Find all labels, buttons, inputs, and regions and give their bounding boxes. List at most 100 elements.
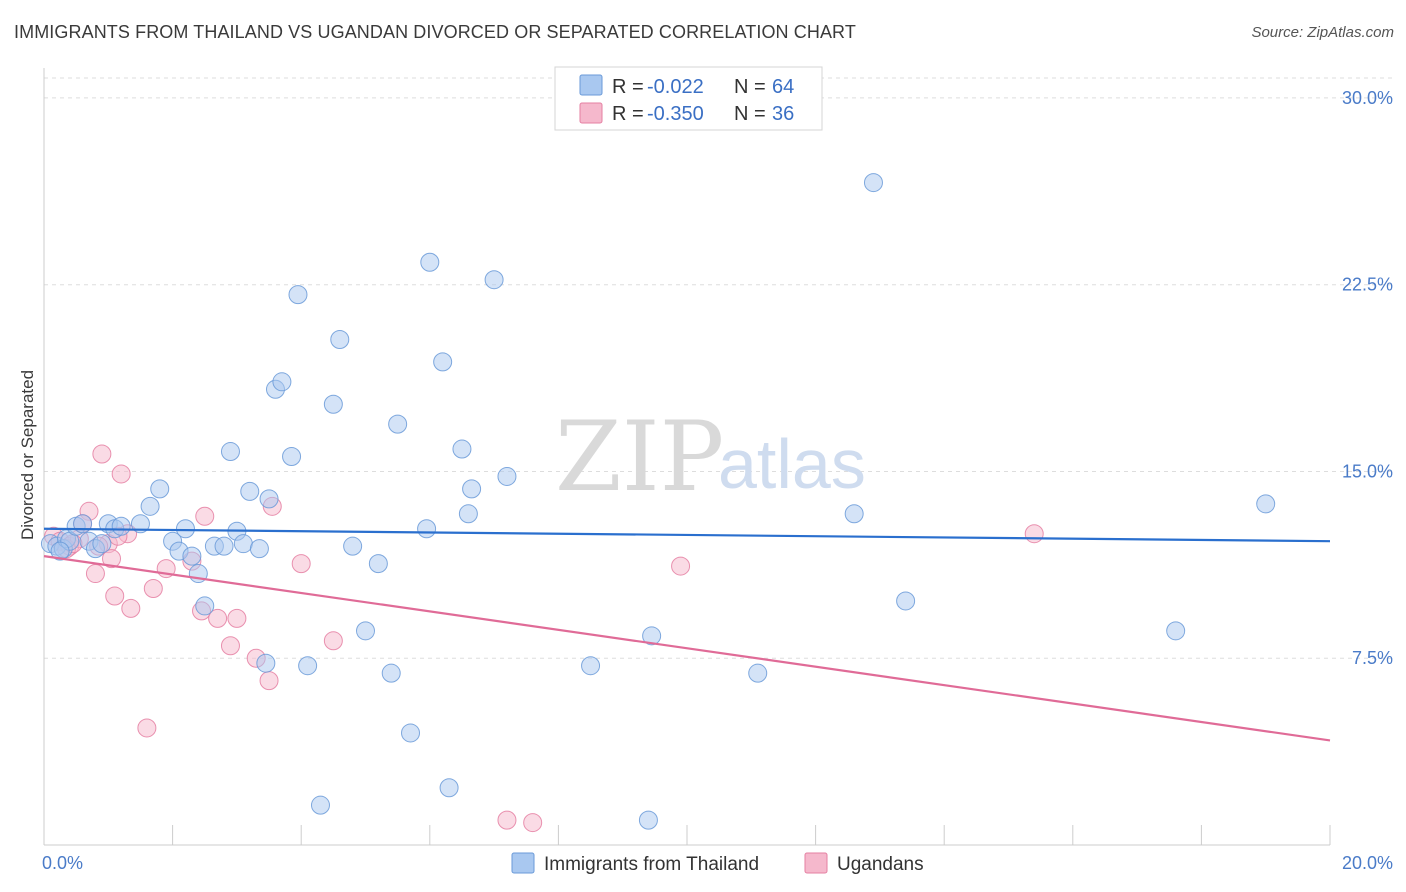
thailand-point xyxy=(150,479,170,499)
thailand-point xyxy=(272,372,292,392)
y-tick-label: 30.0% xyxy=(1342,88,1393,108)
thailand-point xyxy=(844,504,864,524)
legend-n-value-thailand: 64 xyxy=(772,76,794,98)
y-tick-label: 15.0% xyxy=(1342,461,1393,481)
bottom-legend-swatch-ugandans xyxy=(804,852,828,874)
y-tick-label: 7.5% xyxy=(1352,648,1393,668)
correlation-legend: R = -0.022 N = 64 R = -0.350 N = 36 xyxy=(554,66,823,131)
thailand-point xyxy=(388,414,408,434)
thailand-point xyxy=(368,554,388,574)
legend-r-value-ugandans: -0.350 xyxy=(647,103,704,125)
y-tick-labels: 7.5% 15.0% 22.5% 30.0% xyxy=(1342,88,1393,668)
ugandans-point xyxy=(195,506,215,526)
thailand-point xyxy=(298,656,318,676)
grid-lines xyxy=(44,77,1393,659)
thailand-point xyxy=(214,536,234,556)
legend-swatch-ugandans xyxy=(579,102,603,124)
series-legend: Immigrants from Thailand Ugandans xyxy=(511,852,924,875)
x-tick-labels: 0.0% 20.0% xyxy=(42,853,1393,873)
ugandans-trend-line xyxy=(43,555,1331,742)
thailand-point xyxy=(343,536,363,556)
thailand-point xyxy=(130,514,150,534)
legend-n-label-ugandans: N = xyxy=(734,103,766,125)
thailand-point xyxy=(50,541,70,561)
thailand-point xyxy=(417,519,437,539)
thailand-point xyxy=(323,394,343,414)
thailand-point xyxy=(259,489,279,509)
source-label: Source: ZipAtlas.com xyxy=(1251,24,1394,41)
ugandans-point xyxy=(671,556,691,576)
thailand-point xyxy=(439,778,459,798)
thailand-point xyxy=(581,656,601,676)
ugandans-point xyxy=(121,598,141,618)
thailand-point xyxy=(220,442,240,462)
thailand-point xyxy=(401,723,421,743)
trend-lines xyxy=(43,527,1331,742)
thailand-point xyxy=(182,546,202,566)
thailand-point xyxy=(452,439,472,459)
thailand-point xyxy=(240,481,260,501)
thailand-point xyxy=(282,447,302,467)
thailand-point xyxy=(249,539,269,559)
bottom-legend-label-ugandans: Ugandans xyxy=(837,854,924,875)
watermark: ZIP atlas xyxy=(555,401,866,513)
thailand-point xyxy=(195,596,215,616)
bottom-legend-swatch-thailand xyxy=(511,852,535,874)
legend-n-value-ugandans: 36 xyxy=(772,103,794,125)
thailand-point xyxy=(863,173,883,193)
thailand-point xyxy=(330,329,350,349)
thailand-point xyxy=(1256,494,1276,514)
thailand-point xyxy=(484,270,504,290)
thailand-point xyxy=(356,621,375,641)
thailand-point xyxy=(256,653,276,673)
ugandans-point xyxy=(323,631,343,651)
thailand-point xyxy=(458,504,478,524)
thailand-point xyxy=(92,534,112,554)
ugandans-point xyxy=(497,810,517,830)
thailand-point xyxy=(111,516,131,536)
thailand-point xyxy=(140,496,160,516)
thailand-point xyxy=(175,519,195,539)
ugandans-point xyxy=(523,813,543,833)
thailand-point xyxy=(748,663,768,683)
ugandans-points xyxy=(44,444,1044,833)
bottom-legend-label-thailand: Immigrants from Thailand xyxy=(544,854,759,875)
y-axis-label: Divorced or Separated xyxy=(18,370,37,540)
ugandans-point xyxy=(85,564,105,584)
legend-n-label-thailand: N = xyxy=(734,76,766,98)
ugandans-point xyxy=(111,464,131,484)
ugandans-point xyxy=(208,608,228,628)
ugandans-point xyxy=(105,586,125,606)
ugandans-point xyxy=(259,671,279,691)
thailand-point xyxy=(310,795,330,815)
thailand-point xyxy=(288,285,308,305)
x-tick-label: 0.0% xyxy=(42,853,83,873)
legend-r-label-ugandans: R = xyxy=(612,103,644,125)
x-tick-label: 20.0% xyxy=(1342,853,1393,873)
axes xyxy=(43,68,1331,846)
ugandans-point xyxy=(227,608,247,628)
chart-title: IMMIGRANTS FROM THAILAND VS UGANDAN DIVO… xyxy=(14,22,856,42)
thailand-point xyxy=(462,479,482,499)
ugandans-point xyxy=(1024,524,1044,544)
thailand-point xyxy=(497,466,517,486)
thailand-point xyxy=(896,591,916,611)
thailand-trend-line xyxy=(43,527,1331,543)
y-tick-label: 22.5% xyxy=(1342,275,1393,295)
ugandans-point xyxy=(137,718,157,738)
watermark-zip: ZIP xyxy=(555,401,724,513)
thailand-point xyxy=(233,534,253,554)
thailand-point xyxy=(642,626,662,646)
thailand-points xyxy=(40,173,1276,830)
ugandans-point xyxy=(220,636,240,656)
thailand-point xyxy=(638,810,658,830)
ugandans-point xyxy=(291,554,311,574)
ugandans-point xyxy=(102,549,122,569)
thailand-point xyxy=(433,352,453,372)
legend-r-value-thailand: -0.022 xyxy=(647,76,704,98)
ugandans-point xyxy=(143,579,163,599)
legend-r-label-thailand: R = xyxy=(612,76,644,98)
watermark-atlas: atlas xyxy=(718,425,866,503)
thailand-point xyxy=(381,663,401,683)
